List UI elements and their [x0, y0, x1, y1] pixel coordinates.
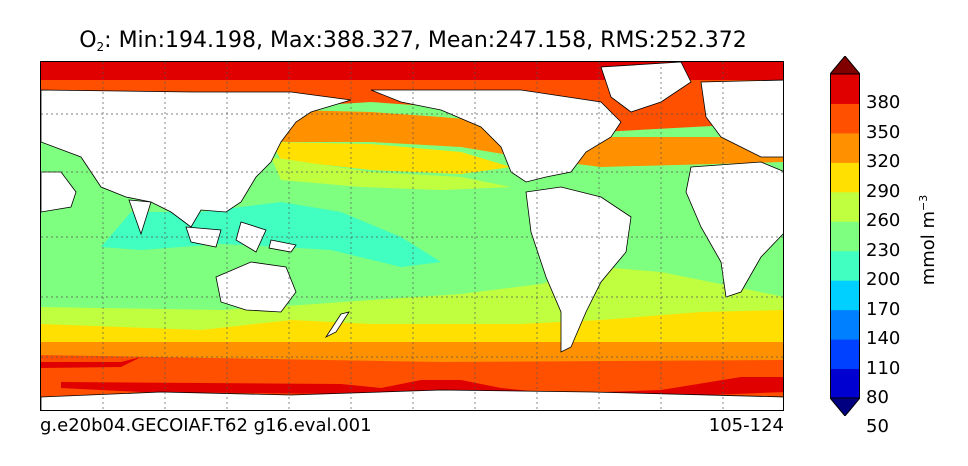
colorbar-segment: [830, 191, 860, 222]
colorbar-tick-label: 140: [866, 328, 901, 350]
plot-title: O2: Min:194.198, Max:388.327, Mean:247.1…: [0, 28, 826, 54]
land-india: [128, 199, 152, 236]
colorbar-unit-label: mmol m−3: [917, 170, 939, 310]
colorbar-segment: [830, 103, 860, 134]
land-eurasia: [41, 89, 352, 228]
land-antarctica: [41, 389, 783, 410]
colorbar-segment: [830, 368, 860, 399]
colorbar: [830, 56, 860, 416]
colorbar-tick-label: 170: [866, 298, 901, 320]
land-south-america: [525, 186, 632, 353]
title-species: O: [79, 28, 97, 53]
zone-high-south: [41, 310, 783, 352]
land-europe: [700, 79, 783, 158]
colorbar-segment: [830, 74, 860, 104]
colorbar-tick-label: 350: [866, 121, 901, 143]
colorbar-segment: [830, 309, 860, 340]
map-svg: [41, 62, 783, 410]
title-stats: : Min:194.198, Max:388.327, Mean:247.158…: [104, 28, 747, 53]
colorbar-tick-label: 110: [866, 357, 901, 379]
zone-high-north: [271, 142, 511, 174]
land-australia: [215, 261, 297, 313]
colorbar-segment: [830, 280, 860, 311]
map-panel: [40, 61, 784, 411]
ocean-zones: [41, 62, 783, 410]
zone-max-south: [41, 357, 783, 400]
title-subscript: 2: [96, 40, 105, 54]
gridlines: [41, 62, 783, 410]
colorbar-tick-label: 320: [866, 151, 901, 173]
colorbar-extend-high: [830, 56, 860, 75]
year-range-label: 105-124: [708, 415, 784, 436]
colorbar-tick-label: 50: [866, 416, 889, 438]
colorbar-extend-low: [830, 397, 860, 416]
colorbar-segment: [830, 132, 860, 163]
land-arabia-africa-east: [41, 171, 77, 213]
colorbar-tick-label: 230: [866, 239, 901, 261]
colorbar-outline: [830, 73, 860, 399]
land-north-america: [370, 89, 622, 183]
zone-midhigh-north: [271, 157, 511, 190]
land-africa: [685, 161, 783, 298]
unit-exponent: −3: [917, 194, 930, 211]
colorbar-tick-label: 260: [866, 210, 901, 232]
unit-base: mmol m: [918, 210, 939, 286]
colorbar-tick-label: 290: [866, 180, 901, 202]
experiment-label: g.e20b04.GECOIAF.T62 g16.eval.001: [40, 415, 372, 436]
colorbar-segment: [830, 339, 860, 370]
land-new-zealand: [324, 311, 350, 339]
zone-low-indian: [101, 202, 441, 267]
colorbar-tick-label: 200: [866, 269, 901, 291]
colorbar-segment: [830, 221, 860, 252]
colorbar-segment: [830, 250, 860, 281]
colorbar-tick-label: 380: [866, 92, 901, 114]
colorbar-tick-label: 80: [866, 387, 889, 408]
colorbar-segment: [830, 162, 860, 193]
